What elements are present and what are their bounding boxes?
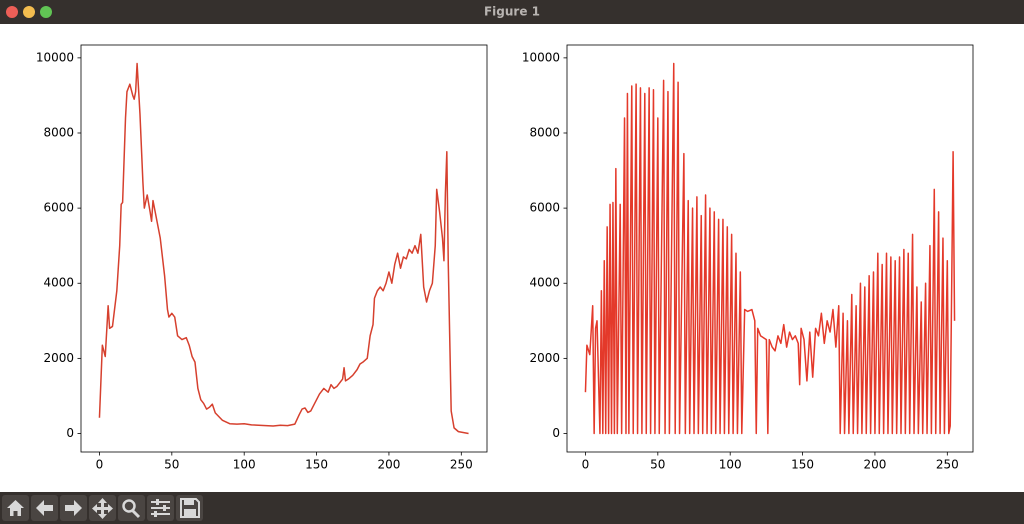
y-tick-label: 4000: [43, 276, 74, 290]
y-tick-label: 6000: [43, 201, 74, 215]
zoom-button[interactable]: [40, 6, 52, 18]
title-bar: [0, 0, 1024, 24]
x-tick-label: 50: [650, 458, 665, 472]
x-tick-label: 150: [791, 458, 814, 472]
x-tick-label: 100: [233, 458, 256, 472]
y-tick-label: 2000: [43, 351, 74, 365]
y-tick-label: 10000: [522, 50, 560, 64]
axes-frame: [566, 44, 974, 453]
slider-knob: [156, 499, 159, 505]
y-tick-label: 0: [66, 426, 74, 440]
y-tick-label: 8000: [43, 125, 74, 139]
x-tick-label: 250: [936, 458, 959, 472]
axes-frame: [80, 44, 488, 453]
x-tick-label: 200: [863, 458, 886, 472]
y-tick-label: 8000: [529, 125, 560, 139]
data-line: [584, 62, 956, 435]
pan-icon: [92, 498, 113, 519]
x-tick-label: 150: [305, 458, 328, 472]
slider-knob: [154, 511, 157, 517]
zoom-icon-handle: [130, 508, 141, 519]
data-line: [98, 62, 469, 435]
x-tick-label: 200: [377, 458, 400, 472]
y-tick-label: 4000: [529, 276, 560, 290]
save-icon: [180, 498, 200, 518]
window-title: Figure 1: [484, 5, 540, 19]
back-icon: [36, 500, 53, 516]
x-tick-label: 50: [164, 458, 179, 472]
forward-icon: [65, 500, 82, 516]
x-tick-label: 250: [450, 458, 473, 472]
y-tick-label: 10000: [36, 50, 74, 64]
save-icon-part: [184, 500, 194, 505]
slider-knob: [163, 505, 166, 511]
y-tick-label: 0: [552, 426, 560, 440]
minimize-button[interactable]: [23, 6, 35, 18]
save-button[interactable]: [176, 495, 203, 521]
zoom-tool-button[interactable]: [118, 495, 145, 521]
home-icon: [7, 500, 24, 516]
x-tick-label: 100: [719, 458, 742, 472]
y-tick-label: 2000: [529, 351, 560, 365]
save-icon-part: [184, 509, 196, 516]
x-tick-label: 0: [582, 458, 590, 472]
close-button[interactable]: [6, 6, 18, 18]
zoom-icon: [122, 499, 136, 513]
x-tick-label: 0: [96, 458, 104, 472]
y-tick-label: 6000: [529, 201, 560, 215]
